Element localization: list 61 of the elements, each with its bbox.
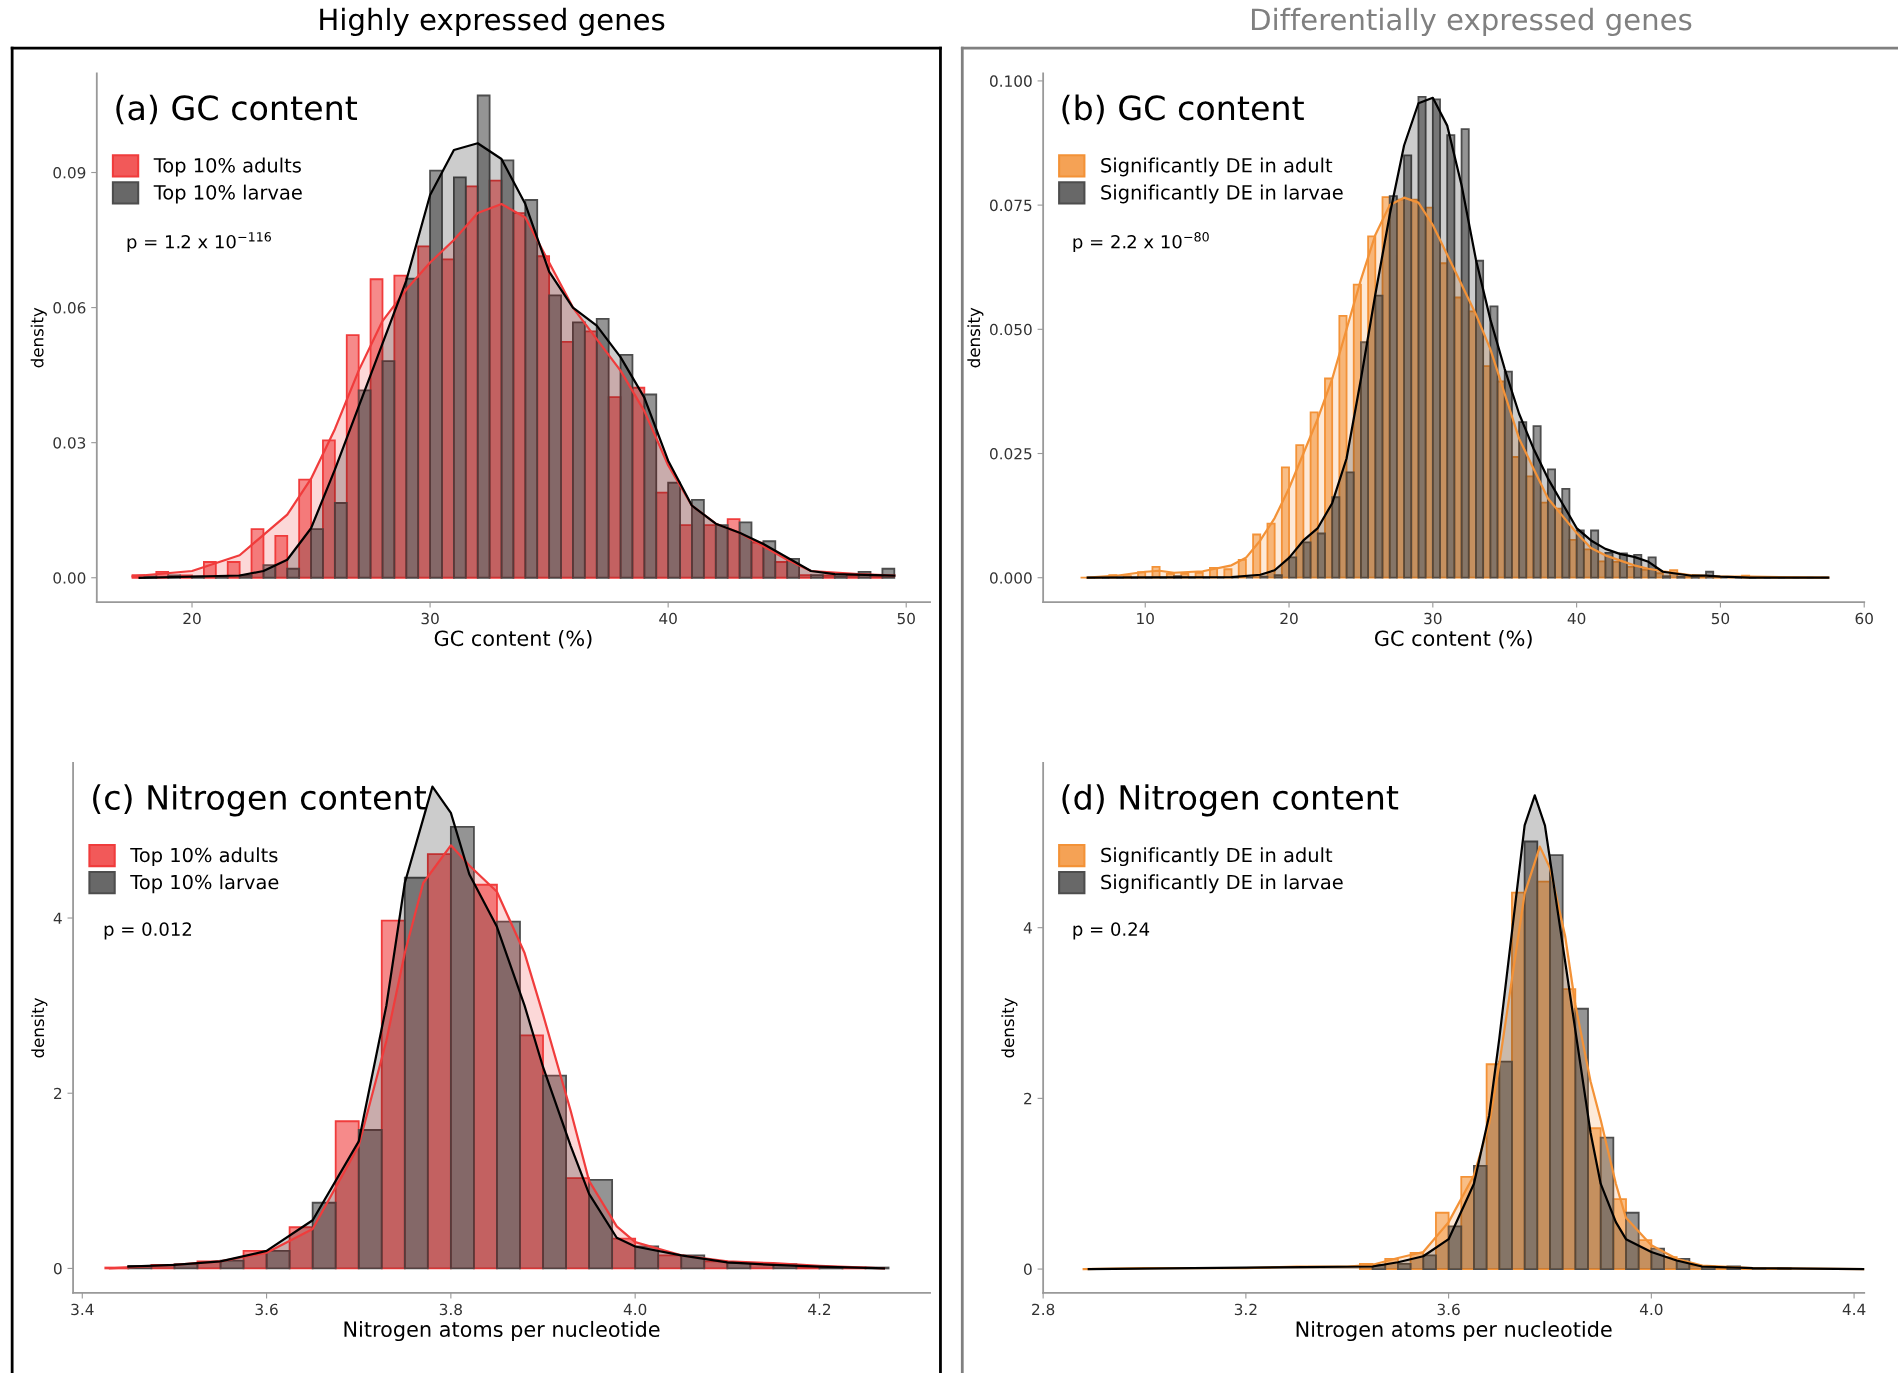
y-axis-title: density (31, 997, 48, 1058)
legend-label: Top 10% adults (153, 157, 301, 177)
legend-label: Significantly DE in larvae (1101, 184, 1343, 204)
y-tick-label: 0.09 (53, 166, 86, 179)
y-axis-title: density (967, 307, 984, 368)
y-tick-label: 0.000 (989, 572, 1032, 584)
x-axis-title: GC content (%) (434, 630, 592, 649)
legend-label: Significantly DE in adult (1101, 847, 1333, 867)
x-axis-title: Nitrogen atoms per nucleotide (1296, 1320, 1612, 1342)
legend-label: Top 10% larvae (130, 874, 279, 894)
x-axis-title: Nitrogen atoms per nucleotide (344, 1320, 660, 1342)
text: (d) Nitrogen content (1062, 784, 1399, 817)
x-tick-label: 3.2 (1234, 1303, 1257, 1316)
y-tick-label: 0 (53, 1262, 62, 1275)
x-axis-title: GC content (%) (1374, 630, 1532, 649)
x-tick-label: 50 (897, 612, 915, 625)
y-tick-label: 0.00 (53, 572, 86, 584)
annotation: p = 0.012 (104, 922, 192, 940)
legend-label: Top 10% adults (130, 847, 278, 867)
x-tick-label: 4.2 (808, 1303, 831, 1315)
x-tick-label: 4.4 (1842, 1303, 1866, 1315)
x-tick-label: 3.6 (255, 1303, 278, 1316)
y-tick-label: 0 (1024, 1263, 1032, 1276)
y-tick-label: 4 (53, 912, 62, 924)
x-tick-label: 30 (1424, 612, 1442, 625)
legend-label: Top 10% larvae (153, 184, 302, 204)
legend-label: Significantly DE in larvae (1101, 874, 1343, 894)
x-tick-label: 3.8 (439, 1303, 462, 1316)
legend-label: Significantly DE in adult (1101, 157, 1333, 177)
annotation: p = 1.2 x 10$^{−116}$ (127, 232, 271, 253)
y-tick-label: 2 (1024, 1092, 1032, 1105)
y-axis-title: density (1001, 997, 1018, 1058)
text: (b) GC content (1062, 94, 1304, 125)
y-tick-label: 0.050 (989, 323, 1032, 336)
y-tick-label: 4 (1023, 922, 1032, 934)
x-tick-label: 4.0 (623, 1303, 647, 1316)
x-tick-label: 30 (421, 612, 439, 625)
annotation: p = 0.24 (1073, 922, 1150, 940)
x-tick-label: 3.4 (71, 1303, 94, 1316)
x-tick-label: 4.0 (1639, 1303, 1663, 1316)
text: (c) Nitrogen content (93, 784, 426, 817)
x-tick-label: 3.6 (1437, 1303, 1460, 1316)
x-tick-label: 2.8 (1032, 1303, 1055, 1316)
chart-subtitle: Differentially expressed genes (1251, 7, 1692, 37)
y-tick-label: 0.075 (989, 199, 1032, 212)
x-tick-label: 20 (1280, 612, 1298, 625)
annotation: p = 2.2 x 10$^{−80}$ (1073, 232, 1209, 253)
y-tick-label: 0.100 (989, 75, 1032, 87)
y-tick-label: 0.025 (989, 447, 1032, 460)
x-tick-label: 60 (1855, 612, 1873, 625)
text: (a) GC content (116, 94, 358, 125)
x-tick-label: 50 (1711, 612, 1730, 625)
y-axis-title: density (30, 307, 47, 368)
y-tick-label: 0.06 (53, 302, 86, 314)
y-tick-label: 2 (54, 1087, 62, 1100)
y-tick-label: 0.03 (53, 437, 86, 449)
chart-subtitle: Highly expressed genes (320, 7, 665, 37)
x-tick-label: 20 (183, 612, 201, 625)
x-tick-label: 10 (1137, 612, 1154, 625)
x-tick-label: 40 (1567, 612, 1586, 625)
x-tick-label: 40 (659, 612, 677, 625)
